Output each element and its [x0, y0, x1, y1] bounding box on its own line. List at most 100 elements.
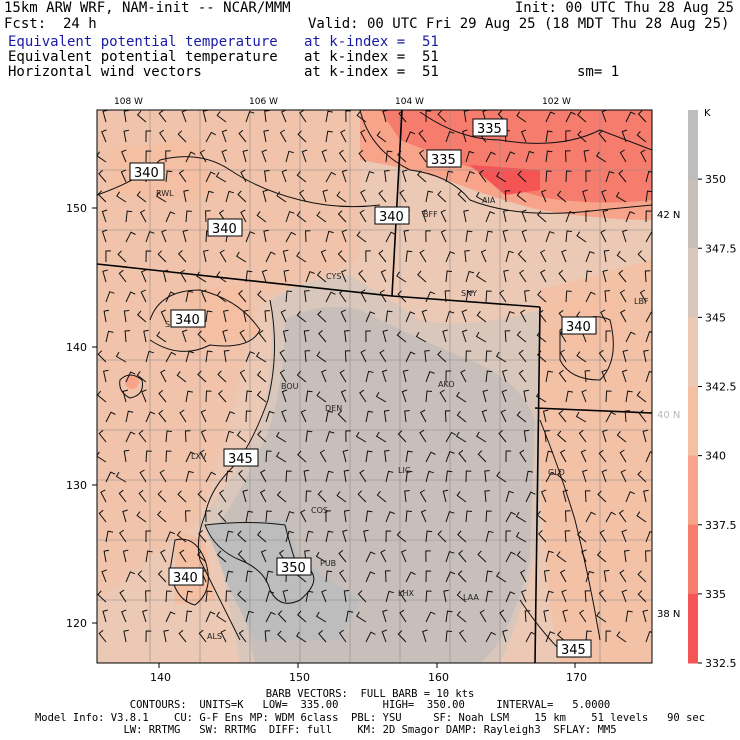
wind-barb: [505, 250, 514, 263]
wind-barb: [265, 251, 276, 263]
colorbar-tick-label: 345: [705, 311, 726, 324]
wind-barb: [638, 409, 647, 423]
wind-barb: [445, 610, 453, 623]
wind-barb: [105, 411, 116, 423]
wind-barb: [242, 489, 248, 503]
init-time: Init: 00 UTC Thu 28 Aug 25: [514, 0, 734, 16]
wind-barb: [160, 309, 167, 323]
wind-barb: [504, 190, 511, 203]
wind-barb: [98, 170, 107, 183]
wind-barb: [325, 430, 335, 443]
wind-barb: [385, 590, 394, 603]
wind-barb: [141, 389, 147, 403]
wind-barb: [545, 590, 554, 603]
wind-barb: [238, 629, 247, 643]
wind-barb: [425, 470, 434, 483]
wind-barb: [340, 309, 347, 323]
wind-barb: [542, 409, 549, 423]
wind-barb: [445, 170, 454, 183]
wind-barb: [296, 370, 307, 383]
wind-barb: [341, 229, 348, 243]
wind-barb: [225, 430, 234, 443]
wind-barb: [602, 429, 608, 443]
wind-barb: [479, 609, 487, 623]
wind-barb: [585, 570, 595, 583]
wind-barb: [340, 389, 347, 403]
wind-barb: [139, 209, 147, 223]
wind-barb: [339, 369, 347, 383]
wind-barb: [305, 271, 315, 283]
wind-barb: [100, 489, 107, 503]
wind-barb: [285, 510, 295, 523]
wind-barb: [596, 151, 607, 163]
wind-barb: [505, 490, 514, 503]
wind-barb: [520, 569, 527, 583]
colorbar-swatch: [688, 179, 698, 249]
wind-barb: [605, 511, 616, 523]
wind-barb: [319, 449, 327, 463]
wind-barb: [385, 310, 393, 323]
wind-barb: [365, 250, 371, 263]
wind-barb: [465, 470, 472, 483]
wind-barb: [543, 569, 550, 583]
wind-barb: [465, 350, 472, 363]
wind-barb: [637, 470, 647, 483]
colorbar-swatch: [688, 524, 698, 595]
wind-barb: [136, 310, 147, 323]
wind-barb: [516, 111, 527, 123]
wind-barb: [165, 531, 176, 543]
wind-barb: [165, 170, 173, 183]
lat-label: 40 N: [657, 410, 680, 421]
wind-barb: [205, 510, 211, 523]
wind-barb: [157, 570, 167, 583]
wind-barb: [585, 270, 593, 283]
wind-barb: [499, 289, 507, 303]
wind-barb: [425, 190, 434, 203]
wind-barb: [145, 550, 153, 563]
wind-barb: [455, 431, 467, 443]
wind-barb: [238, 470, 247, 483]
wind-barb: [101, 209, 108, 223]
wind-barb: [565, 390, 574, 403]
wind-barb: [259, 489, 267, 503]
station-sny: SNY: [461, 289, 477, 298]
wind-barb: [276, 191, 287, 203]
wind-barb: [621, 529, 627, 543]
colorbar-swatch: [688, 593, 698, 664]
wind-barb: [365, 510, 373, 523]
wind-barb: [257, 530, 267, 543]
wind-barb: [397, 290, 407, 303]
wind-barb: [279, 129, 287, 143]
wind-barb: [580, 449, 587, 463]
contour-label: 340: [374, 206, 410, 225]
wind-barb: [475, 331, 487, 343]
wind-barb: [136, 110, 147, 123]
wind-barb: [337, 210, 347, 223]
wind-barb: [515, 511, 527, 523]
wind-barb: [505, 450, 512, 463]
wind-barb: [205, 390, 212, 403]
wind-barb: [245, 410, 252, 423]
wind-barb: [97, 350, 107, 363]
wind-barb: [338, 549, 347, 563]
wind-barb: [645, 190, 652, 203]
wind-barb: [363, 529, 369, 543]
wind-barb: [401, 389, 408, 403]
field-line-2: Equivalent potential temperature: [8, 49, 278, 65]
wind-barb: [618, 509, 627, 523]
wind-barb: [461, 329, 468, 343]
wind-barb: [285, 150, 294, 163]
wind-barb: [559, 349, 567, 363]
wind-barb: [501, 389, 508, 403]
wind-barb: [565, 170, 572, 183]
wind-barb: [585, 170, 591, 183]
contour-label: 340: [561, 316, 597, 335]
wind-barb: [359, 209, 367, 223]
wind-barb: [225, 411, 235, 423]
wind-barb: [598, 589, 607, 603]
contour-label: 340: [170, 309, 206, 328]
wind-barb: [277, 610, 287, 623]
wind-barb: [396, 330, 407, 343]
wind-barb: [105, 250, 111, 263]
